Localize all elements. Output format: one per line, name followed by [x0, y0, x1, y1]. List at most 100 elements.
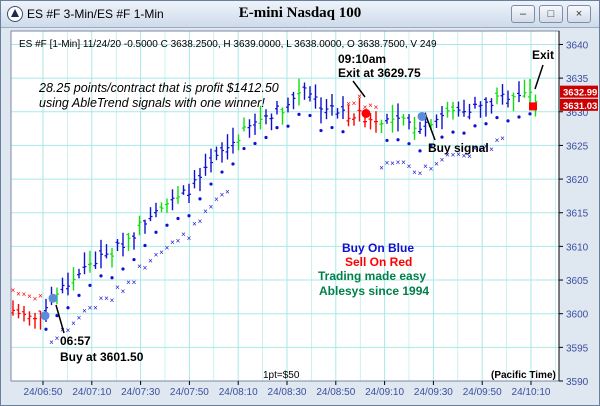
buy-stop-dot	[44, 327, 48, 331]
x-tick-label: 24/07:10	[72, 387, 111, 398]
x-tick-label: 24/07:50	[170, 387, 209, 398]
trail-cross-marker: ×	[478, 145, 483, 154]
trail-cross-marker: ×	[396, 158, 401, 167]
buy-stop-dot	[154, 230, 158, 234]
window-title: ES #F 3-Min/ES #F 1-Min	[27, 7, 164, 21]
buy-stop-dot	[66, 306, 70, 310]
x-tick-label: 24/06:50	[24, 387, 63, 398]
trail-cross-marker: ×	[88, 304, 93, 313]
buy-stop-dot	[319, 128, 323, 133]
buy-stop-dot	[429, 144, 433, 148]
trail-cross-marker: ×	[192, 220, 197, 229]
trail-cross-marker: ×	[115, 283, 120, 292]
buy-stop-dot	[165, 223, 169, 227]
final-exit-label: Exit	[532, 48, 554, 62]
slogan-line1: Trading made easy	[318, 269, 426, 283]
trail-cross-marker: ×	[148, 256, 153, 265]
buy-stop-dot	[418, 149, 422, 153]
trail-cross-marker: ×	[170, 238, 175, 247]
trail-cross-marker: ×	[451, 150, 456, 159]
exit-time-label: 09:10am	[338, 52, 386, 66]
trail-cross-marker: ×	[132, 278, 137, 287]
trail-cross-marker: ×	[418, 169, 423, 178]
rebuy-marker	[417, 111, 427, 121]
profit-annotation-line2: using AbleTrend signals with one winner!	[39, 96, 265, 110]
buy-stop-dot	[253, 141, 257, 146]
y-tick-label: 3635	[566, 74, 589, 85]
trail-cross-marker: ×	[495, 136, 500, 145]
x-tick-label: 24/10:10	[512, 387, 551, 398]
legend-buy-on-blue: Buy On Blue	[342, 241, 414, 255]
trail-cross-marker: ×	[407, 162, 412, 171]
trail-cross-marker: ×	[121, 287, 126, 296]
exit-price-label: Exit at 3629.75	[338, 66, 421, 80]
trail-cross-marker: ×	[434, 159, 439, 168]
sell-stop-marker: ×	[374, 103, 379, 112]
sell-stop-marker: ×	[27, 292, 32, 301]
buy-stop-dot	[506, 119, 510, 123]
y-tick-label: 3610	[566, 242, 589, 253]
buy-stop-dot	[242, 146, 246, 151]
buy-stop-dot	[451, 130, 455, 134]
x-tick-label: 24/08:30	[268, 387, 307, 398]
price-bars	[11, 78, 538, 330]
entry-price-label: Buy at 3601.50	[60, 350, 144, 364]
trail-cross-marker: ×	[385, 159, 390, 168]
sell-stop-marker: ×	[16, 289, 21, 298]
sell-stop-marker: ×	[346, 100, 351, 109]
buy-stop-dot	[385, 138, 389, 143]
x-tick-label: 24/07:30	[121, 387, 160, 398]
price-tag-label: 3632.99	[563, 88, 597, 99]
buy-stop-dot	[407, 142, 411, 146]
buy-stop-dot	[330, 125, 334, 130]
y-axis: 3590 3595 3600 3605 3610 3615 3620 3625 3630 3635…	[558, 31, 589, 388]
buy-stop-dot	[187, 214, 191, 218]
sell-stop-marker: ×	[357, 92, 362, 101]
buy-stop-dot	[297, 112, 301, 116]
buy-stop-dot	[473, 124, 477, 128]
sell-stop-marker: ×	[22, 290, 27, 299]
trail-cross-marker: ×	[467, 152, 472, 161]
trail-cross-marker: ×	[159, 248, 164, 257]
sell-stop-marker: ×	[363, 103, 368, 112]
buy-stop-dot	[209, 182, 213, 186]
buy-stop-dot	[462, 131, 466, 135]
sell-stop-marker: ×	[33, 294, 38, 303]
buy-stop-dot	[143, 243, 147, 248]
trail-cross-marker: ×	[126, 278, 131, 287]
price-tags: 3632.99 3631.03	[560, 85, 598, 112]
buy-stop-dot	[176, 216, 180, 221]
trail-cross-marker: ×	[209, 202, 214, 211]
price-tag-label: 3631.03	[563, 101, 597, 112]
title-bar[interactable]: ES #F 3-Min/ES #F 1-Min E-mini Nasdaq 10…	[1, 1, 599, 28]
maximize-button[interactable]: □	[539, 5, 563, 23]
buy-stop-dot	[528, 112, 532, 116]
y-tick-label: 3615	[566, 209, 589, 220]
buy-stop-dot	[110, 276, 114, 280]
x-tick-label: 24/09:30	[414, 387, 453, 398]
minimize-button[interactable]: –	[511, 5, 535, 23]
buy-stop-dot	[286, 124, 290, 128]
trail-cross-marker: ×	[429, 164, 434, 173]
trail-cross-marker: ×	[66, 326, 71, 335]
trail-cross-marker: ×	[99, 294, 104, 303]
trail-cross-marker: ×	[440, 155, 445, 164]
trail-cross-marker: ×	[401, 158, 406, 167]
buy-stop-dot	[231, 162, 235, 166]
buy-stop-dot	[396, 138, 400, 142]
sell-stop-marker: ×	[38, 291, 43, 300]
trail-cross-marker: ×	[462, 151, 467, 160]
trail-cross-marker: ×	[93, 303, 98, 312]
buy-stop-dot	[220, 170, 224, 174]
trail-cross-marker: ×	[110, 296, 115, 305]
trail-cross-marker: ×	[484, 142, 489, 151]
x-tick-label: 24/09:10	[365, 387, 404, 398]
close-button[interactable]: ×	[567, 5, 591, 23]
buy-stop-dot	[55, 314, 59, 318]
trail-cross-marker: ×	[82, 306, 87, 315]
buy-stop-dot	[517, 115, 521, 119]
buy-stop-dot	[484, 122, 488, 126]
buy-stop-dot	[308, 113, 312, 118]
sell-stop-marker: ×	[352, 99, 357, 108]
buy-stop-dot	[440, 135, 444, 139]
